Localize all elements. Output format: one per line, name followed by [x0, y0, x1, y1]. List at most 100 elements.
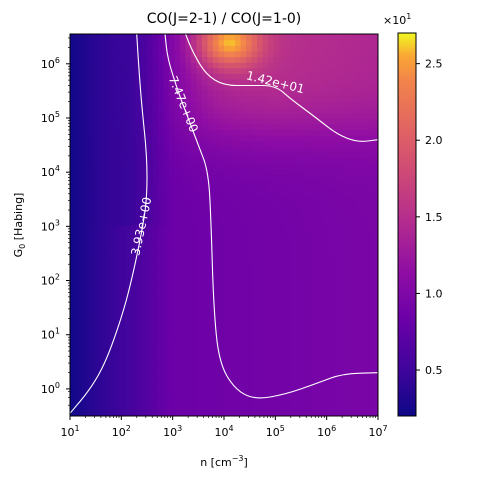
heatmap-cell	[152, 107, 159, 114]
heatmap-cell	[103, 174, 110, 181]
heatmap-cell	[75, 67, 82, 74]
heatmap-cell	[180, 50, 187, 58]
heatmap-cell	[268, 219, 275, 226]
heatmap-cell	[158, 354, 165, 361]
heatmap-cell	[174, 67, 181, 74]
heatmap-cell	[163, 309, 170, 316]
heatmap-cell	[334, 163, 341, 170]
heatmap-cell	[301, 101, 308, 108]
heatmap-cell	[372, 151, 378, 159]
heatmap-cell	[361, 371, 368, 378]
heatmap-cell	[268, 382, 275, 389]
heatmap-cell	[279, 39, 286, 46]
heatmap-cell	[114, 174, 121, 181]
heatmap-cell	[356, 331, 363, 338]
heatmap-cell	[147, 309, 154, 316]
heatmap-cell	[196, 376, 203, 383]
heatmap-cell	[224, 410, 231, 416]
heatmap-cell	[235, 337, 242, 344]
heatmap-cell	[86, 331, 93, 338]
heatmap-cell	[136, 365, 143, 372]
heatmap-cell	[345, 157, 352, 164]
heatmap-cell	[191, 292, 198, 299]
heatmap-cell	[339, 303, 346, 310]
heatmap-cell	[361, 67, 368, 74]
heatmap-cell	[108, 67, 115, 74]
heatmap-cell	[306, 56, 313, 63]
heatmap-cell	[158, 371, 165, 378]
heatmap-cell	[125, 326, 132, 333]
heatmap-cell	[301, 298, 308, 305]
heatmap-cell	[301, 168, 308, 176]
heatmap-cell	[290, 118, 297, 125]
heatmap-cell	[136, 140, 143, 147]
heatmap-cell	[246, 163, 253, 170]
heatmap-cell	[235, 314, 242, 322]
heatmap-cell	[279, 135, 286, 142]
heatmap-cell	[312, 84, 319, 91]
heatmap-cell	[75, 84, 82, 91]
heatmap-cell	[180, 371, 187, 378]
heatmap-cell	[119, 387, 126, 395]
heatmap-cell	[75, 50, 82, 58]
heatmap-cell	[273, 129, 280, 136]
heatmap-cell	[361, 168, 368, 176]
heatmap-cell	[207, 382, 214, 389]
heatmap-cell	[125, 241, 132, 249]
heatmap-cell	[202, 101, 209, 108]
heatmap-cell	[70, 286, 77, 294]
heatmap-cell	[81, 269, 88, 277]
heatmap-cell	[235, 95, 242, 103]
heatmap-cell	[70, 354, 77, 361]
heatmap-cell	[317, 348, 324, 355]
heatmap-cell	[169, 286, 176, 294]
heatmap-cell	[202, 331, 209, 338]
heatmap-cell	[240, 269, 247, 277]
heatmap-cell	[251, 253, 258, 260]
heatmap-cell	[185, 275, 192, 282]
heatmap-cell	[229, 174, 236, 181]
heatmap-cell	[207, 196, 214, 204]
heatmap-cell	[345, 281, 352, 288]
heatmap-cell	[323, 292, 330, 299]
heatmap-cell	[361, 337, 368, 344]
heatmap-cell	[218, 73, 225, 80]
heatmap-cell	[92, 286, 99, 294]
heatmap-cell	[114, 140, 121, 147]
heatmap-cell	[350, 56, 357, 63]
heatmap-cell	[290, 230, 297, 237]
heatmap-cell	[345, 314, 352, 322]
heatmap-cell	[268, 135, 275, 142]
heatmap-cell	[323, 151, 330, 159]
heatmap-cell	[191, 196, 198, 204]
heatmap-cell	[350, 320, 357, 327]
heatmap-cell	[103, 359, 110, 367]
heatmap-cell	[317, 286, 324, 294]
heatmap-cell	[273, 309, 280, 316]
heatmap-cell	[328, 247, 335, 254]
heatmap-cell	[81, 180, 88, 187]
heatmap-cell	[70, 213, 77, 220]
heatmap-cell	[361, 135, 368, 142]
heatmap-cell	[130, 56, 137, 63]
heatmap-cell	[295, 314, 302, 322]
heatmap-cell	[372, 101, 378, 108]
heatmap-cell	[235, 168, 242, 176]
heatmap-cell	[218, 67, 225, 74]
heatmap-cell	[213, 219, 220, 226]
heatmap-cell	[185, 258, 192, 265]
heatmap-cell	[246, 337, 253, 344]
heatmap-cell	[108, 337, 115, 344]
heatmap-cell	[334, 410, 341, 416]
heatmap-cell	[262, 168, 269, 176]
heatmap-cell	[75, 376, 82, 383]
heatmap-cell	[262, 62, 269, 69]
heatmap-cell	[229, 151, 236, 159]
heatmap-cell	[97, 45, 104, 52]
heatmap-cell	[284, 107, 291, 114]
heatmap-cell	[361, 151, 368, 159]
heatmap-cell	[141, 269, 148, 277]
heatmap-cell	[235, 67, 242, 74]
heatmap-cell	[152, 303, 159, 310]
heatmap-cell	[103, 39, 110, 46]
